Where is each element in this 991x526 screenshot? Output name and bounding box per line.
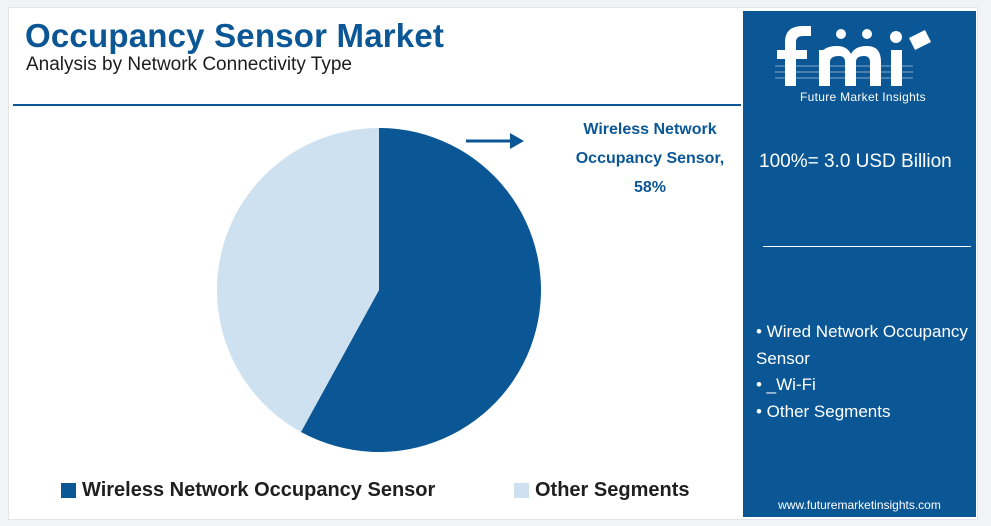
legend-item-wireless: Wireless Network Occupancy Sensor [61,478,435,502]
segment-list: • Wired Network Occupancy Sensor • _Wi-F… [756,319,971,425]
title-divider [13,104,741,106]
pie-slice-wireless [300,128,542,452]
fmi-logo: Future Market Insights [763,16,963,111]
sidebar-panel: Future Market Insights 100%= 3.0 USD Bil… [743,11,976,517]
page-title: Occupancy Sensor Market [25,17,445,54]
website-url: www.futuremarketinsights.com [778,498,941,512]
legend-label-other: Other Segments [535,478,690,501]
legend-swatch-wireless [61,482,76,498]
fmi-logo-icon [775,26,931,86]
segment-item: • Wired Network Occupancy Sensor [756,322,968,368]
callout-arrow-icon [466,129,526,158]
pie-chart [217,128,542,452]
segment-item: • _Wi-Fi [756,375,816,394]
legend-label-wireless: Wireless Network Occupancy Sensor [82,478,436,501]
logo-caption: Future Market Insights [800,90,926,104]
slice-callout-label: Wireless Network Occupancy Sensor, 58% [575,121,725,196]
legend-item-other: Other Segments [514,478,689,502]
page-subtitle: Analysis by Network Connectivity Type [26,54,352,75]
segment-item: • Other Segments [756,401,891,421]
sidebar-divider [763,246,971,247]
legend-swatch-other [514,482,529,498]
market-total: 100%= 3.0 USD Billion [759,151,952,172]
infographic-card: Occupancy Sensor Market Analysis by Netw… [8,7,978,520]
pie-slice-other [217,128,379,432]
